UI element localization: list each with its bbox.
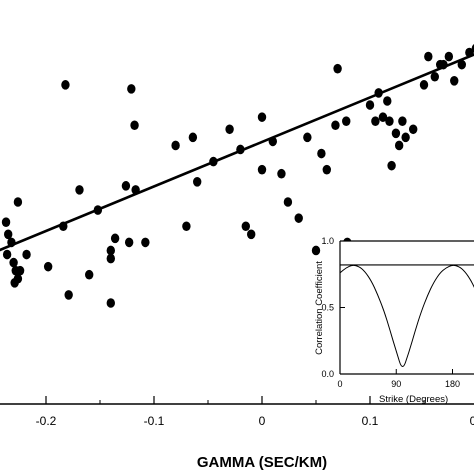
inset-x-axis-title: Strike (Degrees) — [379, 394, 448, 405]
scatter-point — [398, 116, 407, 126]
scatter-point — [13, 273, 23, 284]
x-tick-label: 0.1 — [362, 414, 379, 428]
scatter-point — [401, 132, 410, 143]
inset-background — [340, 241, 474, 374]
scatter-point — [171, 140, 180, 151]
scatter-point — [371, 116, 380, 126]
inset-correlation-curve — [339, 264, 474, 367]
scatter-point — [127, 84, 136, 94]
scatter-point — [241, 221, 250, 232]
scatter-point — [61, 80, 70, 90]
scatter-point — [419, 80, 429, 90]
scatter-point — [317, 148, 326, 159]
inset-x-tick-label: 0 — [337, 379, 342, 389]
scatter-point — [378, 112, 388, 122]
scatter-point — [385, 116, 394, 126]
scatter-point — [277, 168, 286, 179]
scatter-point — [247, 229, 256, 240]
inset-y-tick-label: 0.5 — [321, 303, 334, 313]
inset-x-tick-labels: 0 90 180 — [337, 379, 460, 389]
scatter-point — [333, 63, 342, 74]
scatter-point — [124, 237, 134, 248]
scatter-point — [2, 249, 12, 260]
scatter-point — [106, 253, 116, 264]
scatter-point — [391, 128, 401, 139]
scatter-point — [106, 245, 116, 256]
scatter-point — [430, 71, 439, 82]
x-axis-tick-labels: -0.2 -0.1 0 0.1 0.2 — [36, 414, 474, 428]
scatter-point — [450, 76, 459, 86]
x-tick-label: 0 — [259, 414, 266, 428]
scatter-point — [471, 44, 474, 53]
scatter-point — [387, 160, 396, 171]
scatter-point — [43, 261, 53, 272]
x-axis-ticks — [45, 396, 425, 404]
scatter-point — [85, 269, 94, 280]
scatter-point — [394, 140, 404, 151]
scatter-point — [444, 51, 454, 62]
scatter-point — [365, 100, 375, 110]
scatter-point — [331, 120, 340, 131]
scatter-points — [1, 44, 474, 308]
scatter-point — [322, 164, 331, 175]
inset-x-tick-label: 90 — [391, 379, 401, 389]
scatter-point — [15, 265, 25, 276]
scatter-point — [4, 229, 13, 240]
scatter-point — [383, 96, 392, 106]
inset-y-tick-labels: 0.0 0.5 1.0 — [321, 236, 334, 379]
scatter-point — [409, 124, 418, 135]
scatter-point — [311, 245, 321, 256]
x-tick-label: 0.2 — [470, 414, 474, 428]
scatter-point — [188, 132, 198, 143]
scatter-point — [457, 59, 466, 70]
inset-x-tick-label: 180 — [445, 379, 460, 389]
scatter-point — [22, 249, 31, 260]
scatter-point — [130, 120, 139, 131]
scatter-point — [193, 177, 202, 187]
inset-y-axis-title: Correlation Coefficient — [314, 261, 325, 355]
scatter-point — [106, 298, 116, 308]
regression-line — [0, 53, 474, 252]
scatter-point — [64, 290, 73, 300]
scatter-point — [141, 237, 150, 248]
scatter-point — [13, 197, 23, 207]
inset-y-tick-label: 1.0 — [321, 236, 334, 246]
scatter-point — [225, 124, 234, 135]
scatter-point — [110, 233, 120, 244]
scatter-point — [342, 116, 351, 126]
x-tick-label: -0.2 — [36, 414, 57, 428]
x-tick-label: -0.1 — [144, 414, 165, 428]
inset-y-tick-label: 0.0 — [321, 369, 334, 379]
scatter-point — [182, 221, 191, 232]
scatter-point — [303, 132, 312, 143]
scatter-point — [9, 257, 18, 268]
scatter-point — [294, 213, 303, 223]
scatter-point — [121, 181, 131, 191]
x-axis-title: GAMMA (SEC/KM) — [197, 454, 327, 471]
inset-chart: 0.0 0.5 1.0 0 90 180 Correlation Coefficient… — [314, 236, 474, 405]
scatter-point — [75, 185, 84, 195]
scatter-point — [257, 164, 267, 175]
scatter-point — [257, 112, 267, 122]
scatter-point — [283, 197, 293, 207]
scatter-point — [1, 217, 11, 227]
scatter-point — [424, 51, 433, 62]
